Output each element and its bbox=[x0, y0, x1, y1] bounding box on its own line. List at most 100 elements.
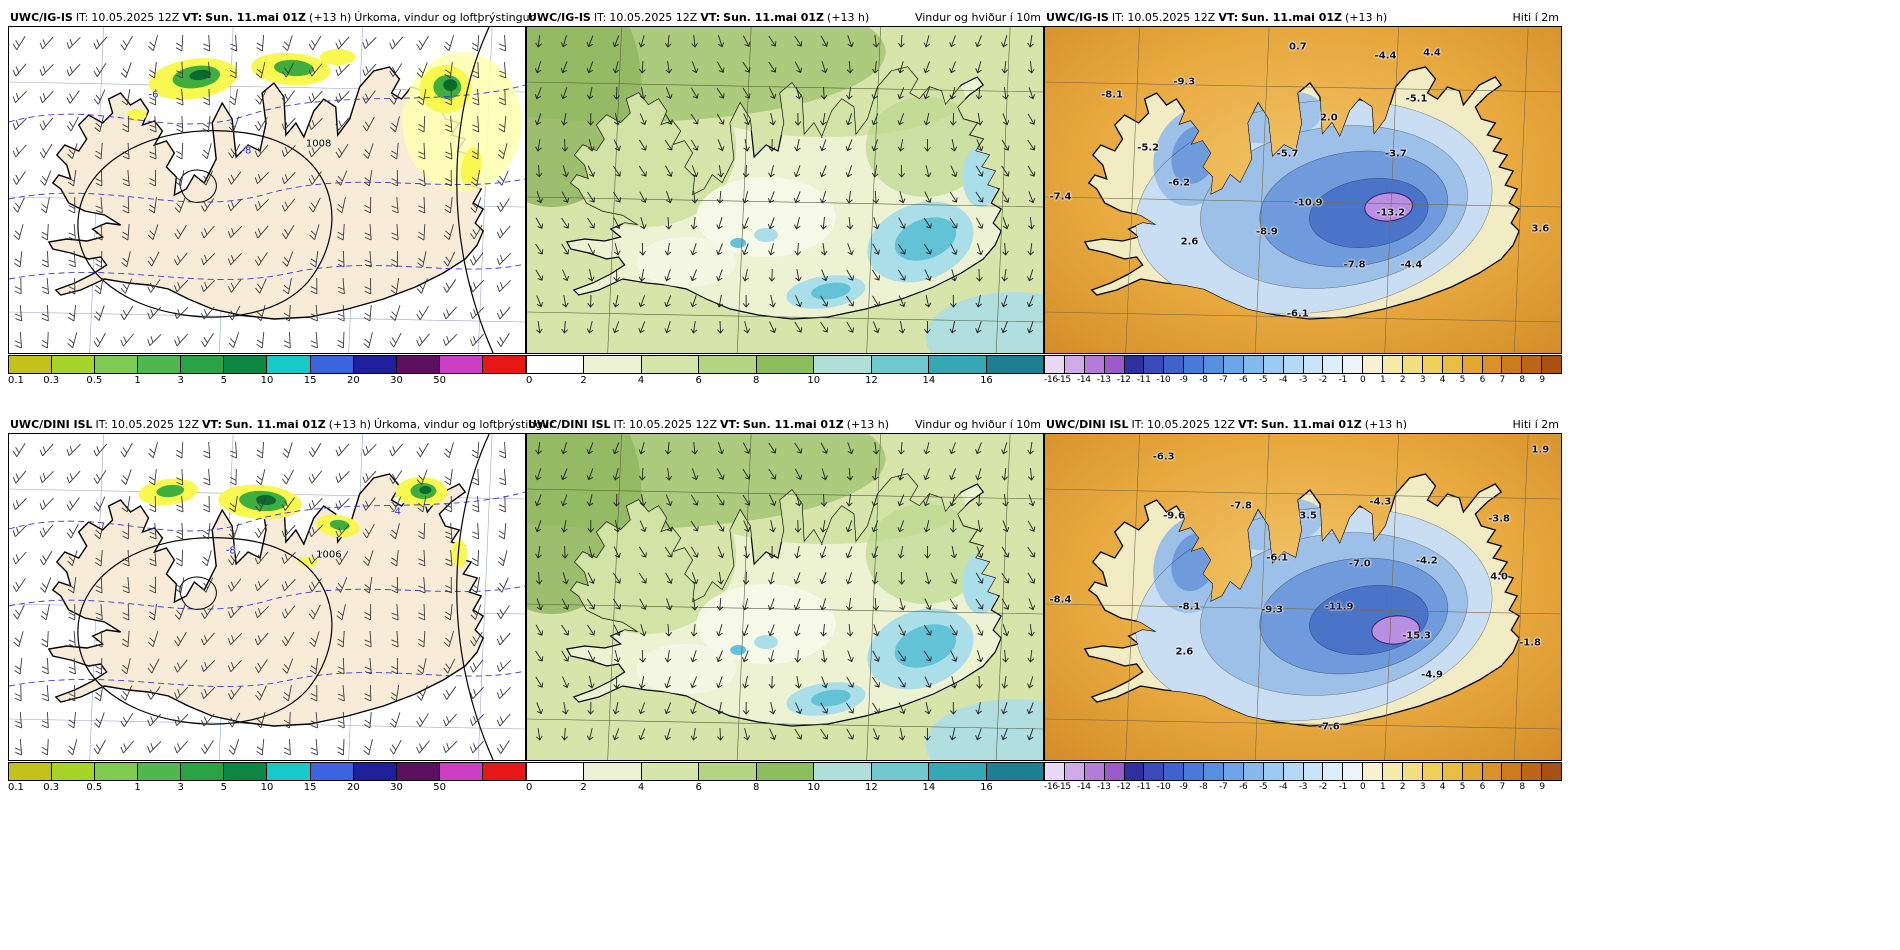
colorbar-segment bbox=[224, 763, 268, 780]
colorbar-tick-label: 12 bbox=[864, 782, 878, 793]
colorbar-tick-label: -11 bbox=[1136, 375, 1151, 385]
colorbar-tick-label: 50 bbox=[433, 375, 447, 386]
colorbar-segment bbox=[1144, 356, 1165, 373]
colorbar-tick-label: -15 bbox=[1057, 375, 1071, 385]
colorbar-segment bbox=[1204, 763, 1225, 780]
colorbar-wind: 0 2 4 6 8 10 12 14 16 bbox=[526, 762, 1044, 796]
colorbar-segment bbox=[1323, 763, 1344, 780]
colorbar-segment bbox=[756, 763, 815, 780]
forecast-offset: (+13 h) bbox=[846, 418, 889, 431]
colorbar-tick-label: 1 bbox=[134, 375, 141, 386]
init-time-label: IT: bbox=[95, 418, 109, 431]
colorbar-segment bbox=[1542, 356, 1562, 373]
colorbar-tick-label: 8 bbox=[1519, 782, 1525, 792]
colorbar-segment bbox=[353, 763, 397, 780]
colorbar-segment bbox=[95, 763, 139, 780]
colorbar-tick-label: -6 bbox=[1239, 375, 1248, 385]
colorbar-tick-label: 9 bbox=[1539, 375, 1545, 385]
panel-header: UWC/IG-IS IT: 10.05.2025 12Z VT: Sun. 11.mai… bbox=[8, 8, 534, 26]
colorbar-tick-label: -14 bbox=[1076, 782, 1091, 792]
colorbar-tick-label: -3 bbox=[1298, 375, 1308, 385]
colorbar-tick-label: 0 bbox=[1360, 782, 1366, 792]
colorbar-bar bbox=[526, 762, 1044, 781]
panel-temp-igis: UWC/IG-IS IT: 10.05.2025 12Z VT: Sun. 11.mai… bbox=[1044, 8, 1562, 389]
map-precipitation-dini: 1006 -8 -4 bbox=[8, 433, 526, 761]
colorbar-segment bbox=[1482, 763, 1503, 780]
valid-time-label: VT: bbox=[182, 11, 203, 24]
colorbar-segment bbox=[1243, 356, 1264, 373]
colorbar-segment bbox=[439, 763, 483, 780]
init-time-value: 10.05.2025 12Z bbox=[629, 418, 718, 431]
colorbar-tick-label: 3 bbox=[177, 782, 184, 793]
panel-precip-igis: UWC/IG-IS IT: 10.05.2025 12Z VT: Sun. 11.mai… bbox=[8, 8, 534, 389]
colorbar-tick-label: -4 bbox=[1278, 782, 1288, 792]
colorbar-tick-label: 50 bbox=[433, 782, 447, 793]
colorbar-tick-label: 0.5 bbox=[86, 782, 103, 793]
colorbar-segment bbox=[95, 356, 139, 373]
colorbar-segment bbox=[527, 356, 585, 373]
colorbar-tick-label: -12 bbox=[1116, 375, 1131, 385]
panel-header-left: UWC/DINI ISL IT: 10.05.2025 12Z VT: Sun. 11.… bbox=[10, 418, 374, 431]
colorbar-segment bbox=[1303, 356, 1324, 373]
panel-header: UWC/IG-IS IT: 10.05.2025 12Z VT: Sun. 11.mai… bbox=[1044, 8, 1562, 26]
colorbar-segment bbox=[1045, 763, 1065, 780]
panel-temp-dini: UWC/DINI ISL IT: 10.05.2025 12Z VT: Sun. 11.… bbox=[1044, 415, 1562, 796]
model-name: UWC/DINI ISL bbox=[1046, 418, 1129, 431]
colorbar-tick-label: 0 bbox=[526, 375, 533, 386]
colorbar-segment bbox=[1442, 763, 1463, 780]
colorbar-tick-label: 2 bbox=[1399, 375, 1406, 385]
init-time-value: 10.05.2025 12Z bbox=[1147, 418, 1236, 431]
colorbar-segment bbox=[1184, 356, 1205, 373]
valid-time-label: VT: bbox=[720, 418, 740, 431]
colorbar-tick-label: 1 bbox=[1379, 375, 1386, 385]
colorbar-segment bbox=[871, 356, 930, 373]
colorbar-tick-label: 2 bbox=[1399, 782, 1406, 792]
colorbar-tick-label: -6 bbox=[1239, 782, 1248, 792]
colorbar-tick-label: -15 bbox=[1057, 782, 1071, 792]
colorbar-tick-label: -2 bbox=[1318, 782, 1328, 792]
colorbar-segment bbox=[52, 356, 96, 373]
colorbar-segment bbox=[1303, 763, 1324, 780]
colorbar-segment bbox=[181, 763, 225, 780]
valid-time-label: VT: bbox=[1238, 418, 1258, 431]
panel-header: UWC/IG-IS IT: 10.05.2025 12Z VT: Sun. 11.mai… bbox=[526, 8, 1044, 26]
colorbar-tick-label: -2 bbox=[1318, 375, 1328, 385]
colorbar-segment bbox=[353, 356, 397, 373]
colorbar-tick-label: 5 bbox=[220, 782, 228, 793]
colorbar-segment bbox=[584, 356, 642, 373]
map-canvas bbox=[527, 27, 1043, 353]
colorbar-segment bbox=[9, 763, 53, 780]
colorbar-tick-label: -16 bbox=[1044, 782, 1058, 792]
colorbar-segment bbox=[1542, 763, 1562, 780]
colorbar-tick-label: 2 bbox=[580, 375, 587, 386]
colorbar-tick-label: -7 bbox=[1219, 375, 1228, 385]
colorbar-tick-label: 4 bbox=[637, 782, 645, 793]
colorbar-tick-label: 1 bbox=[1379, 782, 1386, 792]
colorbar-segment bbox=[138, 356, 182, 373]
model-name: UWC/IG-IS bbox=[10, 11, 73, 24]
colorbar-bar bbox=[526, 355, 1044, 374]
colorbar-segment bbox=[396, 356, 440, 373]
colorbar-tick-label: 4 bbox=[1439, 782, 1446, 792]
forecast-offset: (+13 h) bbox=[309, 11, 352, 24]
colorbar-segment bbox=[1283, 763, 1304, 780]
colorbar-segment bbox=[1363, 356, 1384, 373]
colorbar-tick-label: 3 bbox=[177, 375, 184, 386]
colorbar-segment bbox=[1462, 763, 1483, 780]
valid-time-value: Sun. 11.mai 01Z bbox=[723, 11, 825, 24]
colorbar-segment bbox=[986, 356, 1043, 373]
colorbar-tick-label: 14 bbox=[922, 375, 936, 386]
map-canvas bbox=[527, 434, 1043, 760]
colorbar-segment bbox=[439, 356, 483, 373]
panel-header: UWC/DINI ISL IT: 10.05.2025 12Z VT: Sun. 11.… bbox=[526, 415, 1044, 433]
colorbar-segment bbox=[1243, 763, 1264, 780]
colorbar-tick-label: 1 bbox=[134, 782, 141, 793]
colorbar-bar bbox=[1044, 762, 1562, 781]
map-canvas bbox=[1045, 27, 1561, 353]
colorbar-segment bbox=[267, 356, 311, 373]
colorbar-segment bbox=[1422, 763, 1443, 780]
colorbar-tick-label: -12 bbox=[1116, 782, 1131, 792]
map-precipitation-igis: 1008 -8 -6 bbox=[8, 26, 526, 354]
colorbar-temperature: -16 -15 -14 -13 -12 -11 -10 -9 -8 -7 -6 -5 -4 -3 -2 -1 0… bbox=[1044, 355, 1562, 389]
panel-wind-igis: UWC/IG-IS IT: 10.05.2025 12Z VT: Sun. 11.mai… bbox=[526, 8, 1044, 389]
